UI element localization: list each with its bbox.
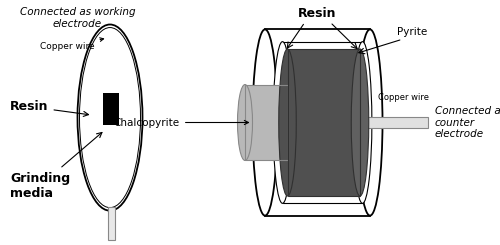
Ellipse shape — [78, 24, 142, 211]
Text: Grinding
media: Grinding media — [10, 133, 102, 199]
Ellipse shape — [80, 28, 140, 208]
Text: Copper wire: Copper wire — [378, 93, 428, 102]
Ellipse shape — [358, 29, 382, 216]
Ellipse shape — [280, 85, 295, 160]
Ellipse shape — [279, 49, 296, 196]
Text: Connected as working
electrode: Connected as working electrode — [20, 7, 136, 29]
Bar — [103, 93, 119, 125]
Ellipse shape — [351, 49, 369, 196]
Bar — [288, 49, 360, 196]
Bar — [108, 207, 114, 240]
Text: Copper wire: Copper wire — [40, 38, 104, 51]
Text: Resin: Resin — [298, 7, 337, 20]
Ellipse shape — [252, 29, 278, 216]
Text: Connected as
counter
electrode: Connected as counter electrode — [435, 106, 500, 139]
Ellipse shape — [238, 85, 252, 160]
Bar — [288, 49, 360, 196]
Bar — [360, 117, 428, 128]
Bar — [282, 42, 362, 203]
Ellipse shape — [353, 42, 372, 203]
Bar — [245, 85, 288, 160]
Bar — [245, 85, 288, 160]
Text: Chalcopyrite: Chalcopyrite — [114, 118, 248, 127]
Bar — [265, 29, 370, 216]
Text: Pyrite: Pyrite — [398, 27, 428, 37]
Ellipse shape — [273, 42, 292, 203]
Text: Resin: Resin — [10, 100, 88, 116]
